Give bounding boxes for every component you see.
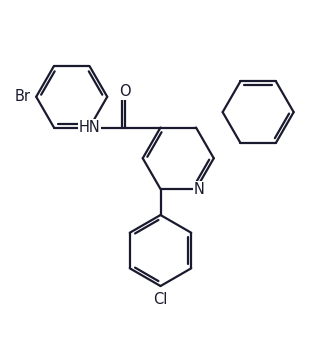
Text: N: N bbox=[194, 181, 204, 197]
Text: O: O bbox=[119, 84, 131, 99]
Text: Br: Br bbox=[14, 89, 30, 104]
Text: HN: HN bbox=[79, 120, 100, 135]
Text: Cl: Cl bbox=[153, 292, 168, 307]
